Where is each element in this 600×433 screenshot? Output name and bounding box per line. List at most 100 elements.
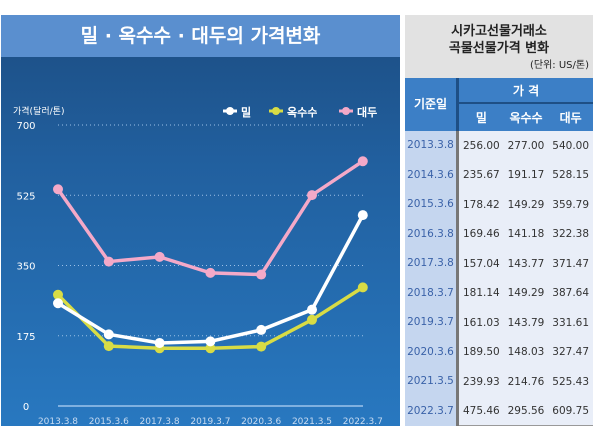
x-tick-label: 2019.3.7 [190, 417, 230, 426]
col-soybean: 대두 [559, 111, 582, 125]
row-value: 528.15 [552, 169, 590, 182]
row-value: 143.79 [507, 316, 545, 329]
table-row: 2014.3.6 235.67 191.17 528.15 [405, 160, 593, 190]
col-corn: 옥수수 [509, 111, 543, 125]
table-row: 2020.3.6 189.50 148.03 327.47 [405, 337, 593, 367]
row-value: 609.75 [552, 405, 590, 418]
chart-panel: 밀 · 옥수수 · 대두의 가격변화 가격(달러/톤) 0 175 350 525 700… [1, 15, 400, 426]
data-point [205, 267, 216, 278]
y-axis-label: 가격(달러/톤) [13, 105, 64, 117]
row-value: 371.47 [552, 257, 590, 270]
data-point [307, 190, 317, 201]
row-value: 214.76 [507, 375, 545, 388]
legend-label: 대두 [357, 105, 377, 119]
row-date: 2014.3.6 [405, 160, 459, 190]
data-point [307, 304, 317, 315]
row-value: 331.61 [552, 316, 590, 329]
row-value: 161.03 [462, 316, 500, 329]
chart-title: 밀 · 옥수수 · 대두의 가격변화 [1, 15, 400, 57]
data-point [53, 184, 63, 195]
table-row: 2018.3.7 181.14 149.29 387.64 [405, 278, 593, 308]
row-value: 189.50 [462, 346, 500, 359]
x-tick-label: 2017.3.8 [140, 417, 180, 426]
row-value: 235.67 [462, 169, 500, 182]
row-date: 2019.3.7 [405, 308, 459, 338]
data-point [205, 336, 216, 347]
table-row: 2016.3.8 169.46 141.18 322.38 [405, 219, 593, 249]
data-point [256, 324, 267, 335]
table-row: 2013.3.8 256.00 277.00 540.00 [405, 131, 593, 161]
row-date: 2013.3.8 [405, 131, 459, 161]
x-tick-label: 2021.3.5 [292, 417, 332, 426]
y-tick-label: 0 [23, 402, 29, 413]
legend-label: 밀 [241, 106, 251, 119]
row-value: 143.77 [507, 257, 545, 270]
data-point [357, 156, 368, 167]
row-value: 181.14 [462, 287, 500, 300]
row-value: 277.00 [507, 139, 545, 152]
y-tick-label: 350 [16, 262, 35, 273]
data-point [53, 289, 63, 300]
data-point [357, 282, 368, 293]
table-row: 2019.3.7 161.03 143.79 331.61 [405, 308, 593, 338]
row-value: 327.47 [552, 346, 590, 359]
row-value: 475.46 [462, 405, 500, 418]
row-value: 322.38 [552, 228, 590, 241]
data-point [103, 256, 114, 267]
row-value: 169.46 [462, 228, 500, 241]
row-value: 525.43 [552, 375, 590, 388]
row-date: 2022.3.7 [405, 396, 459, 426]
table-title-2: 곡물선물가격 변화 [448, 41, 550, 56]
row-value: 191.17 [507, 169, 545, 182]
row-value: 141.18 [507, 228, 545, 241]
row-date: 2017.3.8 [405, 249, 459, 279]
row-value: 157.04 [462, 257, 500, 270]
row-date: 2020.3.6 [405, 337, 459, 367]
x-tick-label: 2020.3.6 [241, 417, 281, 426]
row-value: 359.79 [552, 198, 590, 211]
data-point [103, 341, 114, 352]
row-value: 239.93 [462, 375, 500, 388]
y-tick-label: 175 [16, 332, 35, 343]
row-value: 387.64 [552, 287, 590, 300]
table-row: 2015.3.6 178.42 149.29 359.79 [405, 190, 593, 220]
legend-label: 옥수수 [287, 106, 317, 119]
table-unit: (단위: US/톤) [530, 60, 589, 71]
row-value: 148.03 [507, 346, 545, 359]
row-date: 2018.3.7 [405, 278, 459, 308]
data-point [154, 251, 165, 262]
data-point [357, 210, 368, 221]
row-value: 256.00 [462, 139, 500, 152]
data-point [256, 341, 267, 352]
table-column-header: 기준일 가 격 밀 옥수수 대두 [405, 78, 593, 131]
table-header: 시카고선물거래소 곡물선물가격 변화 (단위: US/톤) [405, 15, 593, 78]
series-line [57, 214, 365, 345]
x-tick-label: 2015.3.6 [89, 417, 129, 426]
table-row: 2022.3.7 475.46 295.56 609.75 [405, 396, 593, 426]
row-value: 149.29 [507, 287, 545, 300]
row-date: 2015.3.6 [405, 190, 459, 220]
y-tick-label: 525 [16, 191, 35, 202]
legend-marker [272, 107, 280, 115]
data-point [307, 314, 317, 325]
x-tick-label: 2022.3.7 [343, 417, 383, 426]
data-point [256, 269, 267, 280]
table-row: 2017.3.8 157.04 143.77 371.47 [405, 249, 593, 279]
date-header: 기준일 [405, 78, 459, 131]
y-tick-label: 700 [16, 121, 35, 132]
data-point [53, 298, 63, 309]
price-header: 가 격 [459, 78, 593, 104]
series-line [56, 159, 364, 277]
line-chart: 가격(달러/톤) 0 175 350 525 700 2013.3.8 2015.3.6 201… [13, 105, 383, 426]
row-value: 295.56 [507, 405, 545, 418]
legend-marker [342, 107, 350, 115]
data-point [103, 329, 114, 340]
row-value: 540.00 [552, 139, 590, 152]
data-point [205, 343, 216, 354]
x-tick-label: 2013.3.8 [38, 417, 78, 426]
row-value: 178.42 [462, 198, 500, 211]
data-point [154, 337, 165, 348]
table-title-1: 시카고선물거래소 [451, 24, 547, 39]
row-date: 2021.3.5 [405, 367, 459, 397]
col-wheat: 밀 [475, 111, 487, 125]
